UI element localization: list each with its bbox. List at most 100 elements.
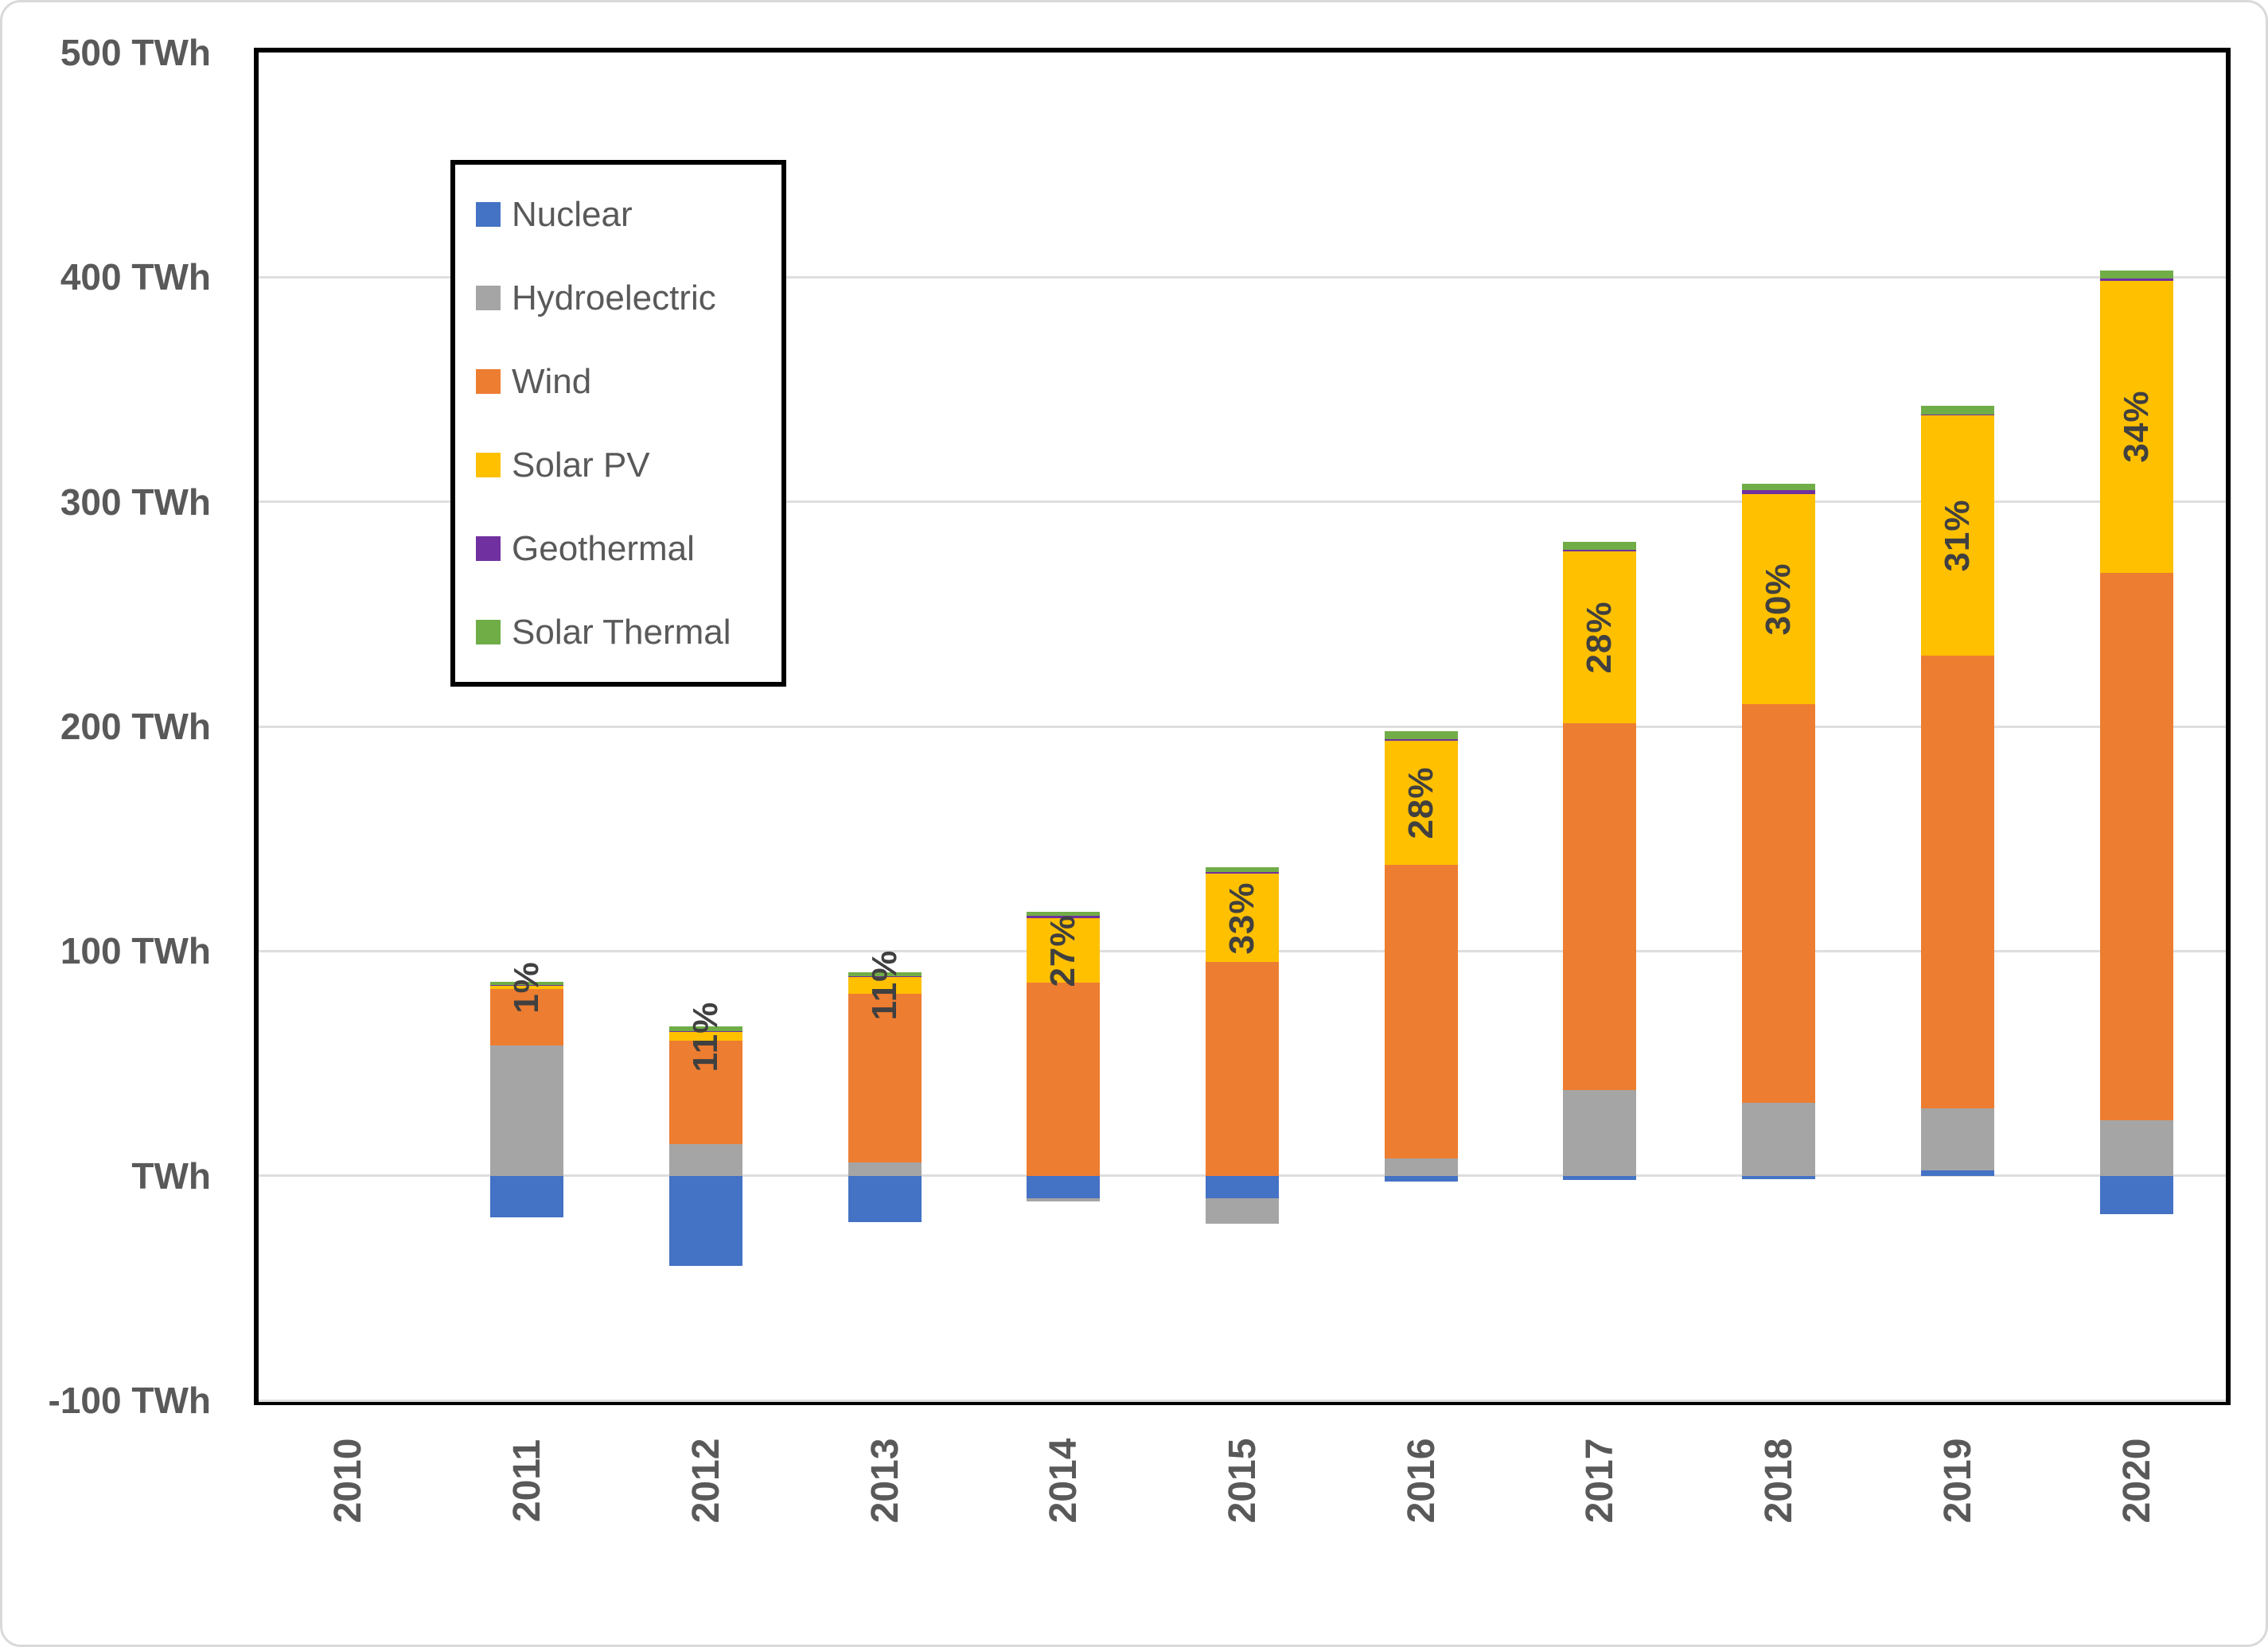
bar-2013-solar-pv (848, 976, 922, 994)
bar-2017-hydroelectric (1563, 1090, 1637, 1176)
bar-2011-geothermal (490, 984, 564, 987)
bar-2012-geothermal (668, 1030, 742, 1032)
bar-2015-nuclear (1206, 1175, 1279, 1198)
bar-label-2012: 11% (685, 1001, 725, 1072)
bar-2018-solar-thermal (1742, 483, 1816, 490)
bar-label-2018: 30% (1759, 563, 1798, 636)
bar-2018-wind (1742, 703, 1816, 1103)
bar-2017-geothermal (1563, 549, 1637, 551)
bar-2019-wind (1920, 656, 1994, 1108)
bar-2018-solar-pv (1742, 493, 1816, 704)
bar-2013-wind (848, 993, 922, 1162)
bar-2015-wind (1206, 962, 1279, 1176)
legend-swatch-nuclear-icon (476, 202, 501, 227)
gridline-400 (259, 275, 2226, 278)
x-tick-2016: 2016 (1400, 1438, 1443, 1524)
bar-2014-hydroelectric (1027, 1197, 1101, 1202)
bar-2015-geothermal (1206, 871, 1279, 874)
legend-label: Solar PV (512, 445, 650, 485)
legend-item-solar-thermal: Solar Thermal (476, 613, 781, 652)
bar-2020-solar-pv (2099, 280, 2173, 573)
bar-2011-solar-pv (490, 986, 564, 990)
bar-label-2020: 34% (2116, 390, 2156, 463)
bar-label-2016: 28% (1401, 766, 1440, 839)
legend-item-hydroelectric: Hydroelectric (476, 278, 781, 318)
bar-2016-solar-thermal (1384, 730, 1458, 739)
bar-label-2015: 33% (1222, 882, 1261, 955)
bar-2017-solar-thermal (1563, 541, 1637, 550)
bar-2020-geothermal (2099, 278, 2173, 281)
bar-2012-solar-pv (668, 1031, 742, 1042)
bar-2012-wind (668, 1041, 742, 1145)
plot-inner: 1% 11% 11% 27% 33% 28% 28% 30% 31% 34% (259, 53, 2226, 1402)
bar-2018-geothermal (1742, 489, 1816, 494)
x-tick-2019: 2019 (1936, 1438, 1979, 1524)
bar-2017-solar-pv (1563, 551, 1637, 723)
x-tick-2011: 2011 (505, 1439, 548, 1523)
bar-2019-solar-thermal (1920, 405, 1994, 415)
y-tick-500: 500 TWh (60, 32, 211, 73)
y-tick--100: -100 TWh (48, 1380, 211, 1421)
legend-label: Geothermal (512, 528, 695, 568)
gridline-200 (259, 725, 2226, 728)
legend-label: Solar Thermal (512, 612, 731, 652)
bar-2018-hydroelectric (1742, 1102, 1816, 1176)
y-tick-100: 100 TWh (60, 930, 211, 972)
legend-swatch-wind-icon (476, 369, 501, 394)
bar-2020-hydroelectric (2099, 1120, 2173, 1176)
bar-2014-solar-thermal (1027, 911, 1101, 917)
bar-2017-nuclear (1563, 1175, 1637, 1181)
bar-2013-hydroelectric (848, 1162, 922, 1176)
x-tick-2014: 2014 (1042, 1438, 1085, 1524)
bar-label-2014: 27% (1043, 914, 1083, 987)
legend-swatch-hydroelectric-icon (476, 286, 501, 310)
bar-label-2013: 11% (864, 950, 904, 1021)
bar-2014-solar-pv (1027, 918, 1101, 983)
bar-2012-solar-thermal (668, 1026, 742, 1031)
x-tick-2012: 2012 (684, 1438, 727, 1524)
bar-2016-solar-pv (1384, 741, 1458, 865)
legend-label: Wind (512, 361, 592, 401)
legend-item-geothermal: Geothermal (476, 529, 781, 569)
x-tick-2010: 2010 (326, 1438, 369, 1524)
legend-swatch-geothermal-icon (476, 536, 501, 561)
x-tick-2018: 2018 (1757, 1438, 1800, 1524)
legend-swatch-solar-pv-icon (476, 453, 501, 477)
bar-2020-nuclear (2099, 1175, 2173, 1214)
bar-2018-nuclear (1742, 1175, 1816, 1179)
x-tick-2020: 2020 (2115, 1438, 2158, 1524)
bar-2012-hydroelectric (668, 1144, 742, 1176)
bar-2016-wind (1384, 864, 1458, 1159)
legend-item-nuclear: Nuclear (476, 195, 781, 235)
bar-2013-geothermal (848, 975, 922, 977)
y-tick-400: 400 TWh (60, 256, 211, 298)
bar-2011-wind (490, 989, 564, 1045)
bar-2016-hydroelectric (1384, 1158, 1458, 1176)
bar-2016-nuclear (1384, 1175, 1458, 1182)
bar-2015-hydroelectric (1206, 1197, 1279, 1225)
bar-2013-nuclear (848, 1175, 922, 1222)
x-tick-2015: 2015 (1221, 1438, 1264, 1524)
bar-2011-solar-thermal (490, 982, 564, 985)
bar-2019-hydroelectric (1920, 1108, 1994, 1170)
bar-2015-solar-pv (1206, 873, 1279, 963)
bar-2014-wind (1027, 982, 1101, 1176)
x-tick-2017: 2017 (1578, 1438, 1621, 1524)
bar-2013-solar-thermal (848, 972, 922, 976)
bar-2011-nuclear (490, 1175, 564, 1217)
gridline-300 (259, 500, 2226, 504)
bar-label-2019: 31% (1937, 499, 1977, 572)
y-tick-300: 300 TWh (60, 481, 211, 523)
bar-2016-geothermal (1384, 738, 1458, 742)
bar-2020-wind (2099, 572, 2173, 1121)
legend-item-solar-pv: Solar PV (476, 446, 781, 485)
bar-2011-hydroelectric (490, 1045, 564, 1176)
bar-2012-nuclear (668, 1175, 742, 1266)
bar-2014-geothermal (1027, 916, 1101, 919)
bar-label-2011: 1% (507, 961, 547, 1014)
bar-label-2017: 28% (1580, 601, 1619, 674)
bar-2014-nuclear (1027, 1175, 1101, 1198)
bar-2019-solar-pv (1920, 415, 1994, 656)
legend: Nuclear Hydroelectric Wind Solar PV Geotherm… (450, 160, 786, 687)
